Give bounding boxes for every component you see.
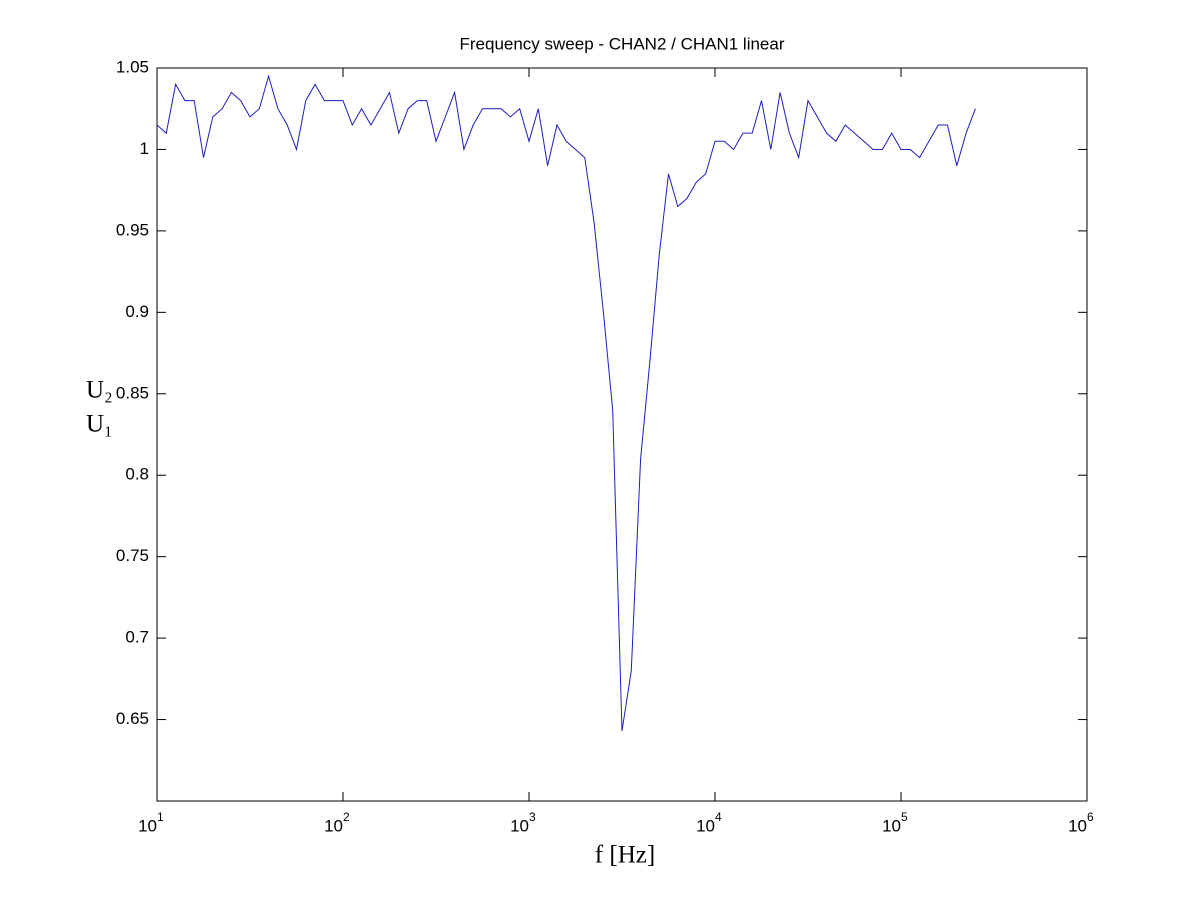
x-tick-exponent: 3 [529, 810, 536, 824]
y-tick-label: 0.85 [116, 383, 149, 402]
chart-title: Frequency sweep - CHAN2 / CHAN1 linear [459, 34, 784, 53]
data-line [156, 74, 976, 732]
x-tick-exponent: 2 [343, 810, 350, 824]
x-tick-label: 10 [696, 816, 715, 835]
axes-box [156, 67, 1088, 802]
y-tick-label: 0.65 [116, 709, 149, 728]
y-axis-label-numerator: U₂ [86, 377, 113, 404]
y-tick-label: 0.95 [116, 220, 149, 239]
x-tick-label: 10 [510, 816, 529, 835]
x-tick-exponent: 4 [715, 810, 722, 824]
x-tick-exponent: 6 [1087, 810, 1094, 824]
y-tick-label: 0.75 [116, 546, 149, 565]
y-tick-label: 0.7 [125, 628, 149, 647]
y-tick-label: 0.9 [125, 302, 149, 321]
y-tick-label: 1.05 [116, 57, 149, 76]
x-axis-label: f [Hz] [595, 842, 655, 869]
x-tick-label: 10 [324, 816, 343, 835]
y-axis-label-denominator: U₁ [86, 411, 113, 438]
x-tick-label: 10 [138, 816, 157, 835]
y-tick-label: 1 [140, 139, 149, 158]
y-tick-label: 0.8 [125, 465, 149, 484]
x-tick-label: 10 [1068, 816, 1087, 835]
x-tick-exponent: 1 [157, 810, 164, 824]
x-tick-exponent: 5 [901, 810, 908, 824]
x-tick-label: 10 [882, 816, 901, 835]
